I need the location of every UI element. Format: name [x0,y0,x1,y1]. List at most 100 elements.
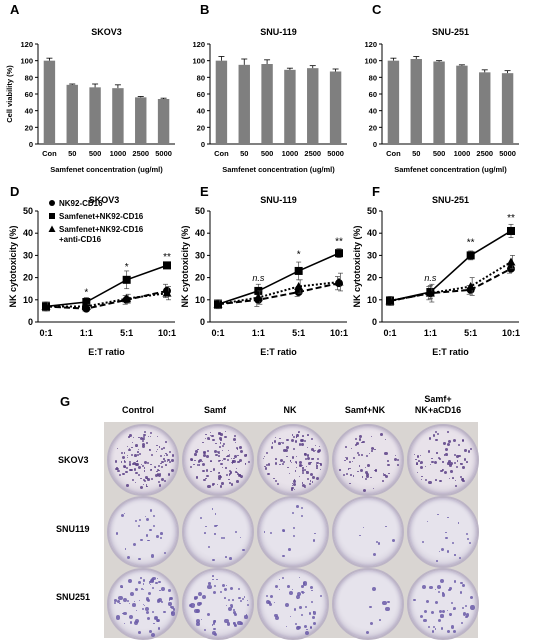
x-tick-label: 1:1 [80,328,93,338]
legend-marker [49,213,55,219]
x-tick-label: 5:1 [464,328,477,338]
chart-title: SNU-251 [432,195,469,205]
data-point [466,251,475,260]
colony-plate-panel: Control Samf NK Samf+NK Samf+ NK+aCD16 S… [0,394,550,642]
bar [329,71,342,144]
x-tick-label: 5:1 [120,328,133,338]
legend-marker [48,225,56,232]
bar [307,68,319,144]
x-tick-label: Con [386,149,401,158]
data-point [41,301,51,310]
y-tick-label: 60 [369,90,377,99]
column-header-nk-acd16: NK+aCD16 [414,405,462,415]
panel-label-f: F [372,184,380,199]
series-line [217,281,340,306]
data-point [163,261,171,270]
y-tick-label: 20 [195,273,205,283]
data-point [335,249,343,258]
panel-label-c: C [372,2,382,17]
culture-well [107,568,180,640]
bar [112,88,124,144]
y-tick-label: 10 [195,295,205,305]
series-line [389,261,512,302]
x-tick-label: 0:1 [211,328,224,338]
culture-well [331,496,404,568]
y-tick-label: 30 [23,250,33,260]
row-header-snu119: SNU119 [56,524,90,534]
culture-well [257,568,329,640]
x-tick-label: 0:1 [39,328,52,338]
y-tick-label: 40 [195,228,205,238]
y-tick-label: 0 [373,140,377,149]
x-tick-label: 2500 [476,149,493,158]
y-tick-label: 120 [20,40,33,49]
y-tick-label: 20 [25,123,33,132]
series-line [46,292,168,308]
data-point [122,294,132,303]
panel-label-b: B [200,2,210,17]
y-tick-label: 10 [367,295,377,305]
x-tick-label: 2500 [304,149,321,158]
x-tick-label: 1000 [110,149,127,158]
bar [387,60,400,144]
x-tick-label: 50 [240,149,248,158]
x-tick-label: 1000 [454,149,471,158]
significance-label: ** [467,237,475,248]
y-tick-label: 80 [369,73,377,82]
x-tick-label: 50 [412,149,420,158]
bar [66,84,78,144]
y-tick-label: 0 [372,317,377,327]
x-tick-label: 50 [68,149,76,158]
x-tick-label: 5:1 [292,328,305,338]
y-tick-label: 120 [192,40,205,49]
y-tick-label: 10 [23,295,33,305]
culture-well [182,424,255,496]
y-tick-label: 20 [23,273,33,283]
y-axis-label: NK cytotoxicity (%) [180,225,190,307]
culture-well [182,496,255,568]
data-point [162,288,172,297]
y-tick-label: 100 [364,57,377,66]
data-point [294,266,303,275]
chart-title: SKOV3 [89,195,120,205]
bar [433,61,445,144]
x-tick-label: 10:1 [158,328,176,338]
culture-well [257,496,329,568]
y-tick-label: 20 [367,273,377,283]
panel-label-d: D [10,184,20,199]
culture-well [182,568,255,640]
y-tick-label: 40 [369,107,377,116]
bar [43,60,56,144]
culture-well [107,496,180,568]
significance-label: * [84,287,88,298]
data-point [294,288,303,297]
chart-title: SNU-119 [260,27,297,37]
significance-label: * [297,250,301,261]
significance-label: ** [335,236,343,247]
culture-well [331,568,404,640]
x-tick-label: 5000 [155,149,172,158]
significance-label: ** [163,252,171,263]
y-tick-label: 0 [28,317,33,327]
y-axis-label: Cell viability (%) [5,65,14,123]
series-line [217,282,340,306]
culture-well [406,496,479,568]
x-tick-label: Con [42,149,57,158]
legend-label: NK92-CD16 [59,199,103,208]
x-axis-label: E:T ratio [260,347,297,357]
y-tick-label: 80 [25,73,33,82]
column-header-samf: Samf [203,405,226,415]
column-header-control: Control [122,405,154,415]
x-axis-label: Samfenet concentration (ug/ml) [394,165,507,174]
culture-well [406,424,479,496]
chart-title: SNU-251 [432,27,469,37]
x-tick-label: 5000 [499,149,516,158]
x-tick-label: 1:1 [424,328,437,338]
legend-label: Samfenet+NK92-CD16 [59,212,144,221]
bar [456,65,468,144]
data-point [122,275,131,284]
y-tick-label: 40 [367,228,377,238]
y-tick-label: 100 [192,57,205,66]
culture-well [406,568,479,640]
